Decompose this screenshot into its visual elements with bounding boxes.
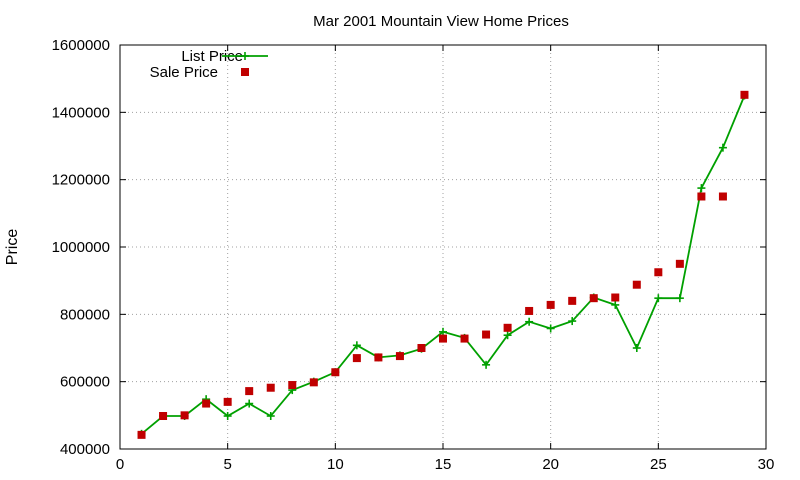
- sale-price-point: [568, 296, 577, 305]
- sale-price-point: [460, 334, 469, 343]
- sale-price-point: [654, 268, 663, 277]
- x-tick-label: 5: [223, 456, 231, 473]
- sale-price-point: [417, 344, 426, 352]
- sale-price-point: [245, 387, 254, 396]
- sale-price-point: [611, 293, 620, 302]
- sale-price-point: [159, 412, 168, 421]
- series-layer: [137, 90, 749, 439]
- list-price-line: [140, 95, 746, 435]
- sale-price-point: [632, 280, 641, 289]
- sale-price-point: [202, 399, 211, 408]
- grid-layer: [120, 45, 766, 449]
- y-tick-label: 800000: [60, 306, 110, 323]
- axis-layer: 0 5 10 15 20 25 30 400000 600000 800000 1000000 120…: [52, 37, 775, 473]
- list-price-point: [697, 184, 706, 193]
- sale-price-point: [503, 323, 512, 332]
- sale-price-point: [137, 430, 146, 439]
- x-tick-label: 10: [327, 456, 344, 473]
- list-price-point: [611, 300, 620, 309]
- list-price-point: [482, 360, 491, 369]
- sale-price-point: [331, 368, 340, 377]
- x-tick-label: 15: [435, 456, 452, 473]
- list-price-point: [525, 317, 534, 326]
- legend-label-sale-price: Sale Price: [150, 64, 218, 81]
- sale-price-point: [266, 383, 275, 392]
- sale-price-point: [223, 397, 232, 406]
- sale-price-point: [482, 330, 491, 339]
- sale-price-point: [697, 192, 706, 201]
- list-price-point: [503, 331, 512, 340]
- list-price-point: [245, 399, 254, 408]
- list-price-point: [568, 317, 577, 326]
- x-tick-label: 25: [650, 456, 667, 473]
- sale-price-point: [395, 352, 404, 361]
- sale-price-point: [309, 378, 318, 387]
- x-tick-label: 20: [542, 456, 559, 473]
- list-price-point: [718, 143, 727, 152]
- y-tick-label: 1400000: [52, 104, 110, 121]
- sale-price-point: [589, 294, 598, 303]
- sale-price-point: [546, 300, 555, 309]
- list-price-point: [266, 412, 275, 421]
- list-price-point: [546, 324, 555, 333]
- list-price-point: [439, 327, 447, 336]
- sale-price-point: [525, 306, 534, 315]
- sale-price-point: [740, 90, 749, 99]
- list-price-point: [223, 412, 232, 421]
- sale-price-point: [374, 353, 383, 362]
- x-tick-label: 0: [116, 456, 124, 473]
- y-tick-label: 600000: [60, 374, 110, 391]
- y-tick-label: 1200000: [52, 172, 110, 189]
- y-tick-label: 1000000: [52, 239, 110, 256]
- list-price-point: [675, 294, 684, 303]
- legend-marker-sale-price: [241, 68, 249, 76]
- sale-price-point: [352, 354, 361, 363]
- legend-marker-list-price: [241, 52, 249, 60]
- sale-price-point: [439, 334, 447, 343]
- list-price-point: [654, 294, 663, 303]
- y-tick-label: 1600000: [52, 37, 110, 54]
- sale-price-point: [180, 411, 189, 420]
- x-tick-label: 30: [758, 456, 775, 473]
- sale-price-point: [718, 192, 727, 201]
- list-price-point: [352, 341, 361, 350]
- sale-price-point: [675, 259, 684, 268]
- chart-title: Mar 2001 Mountain View Home Prices: [313, 13, 569, 30]
- y-axis-label: Price: [4, 229, 21, 266]
- sale-price-point: [288, 381, 297, 390]
- legend-label-list-price: List Price: [181, 48, 243, 65]
- list-price-point: [632, 344, 641, 352]
- y-tick-label: 400000: [60, 441, 110, 458]
